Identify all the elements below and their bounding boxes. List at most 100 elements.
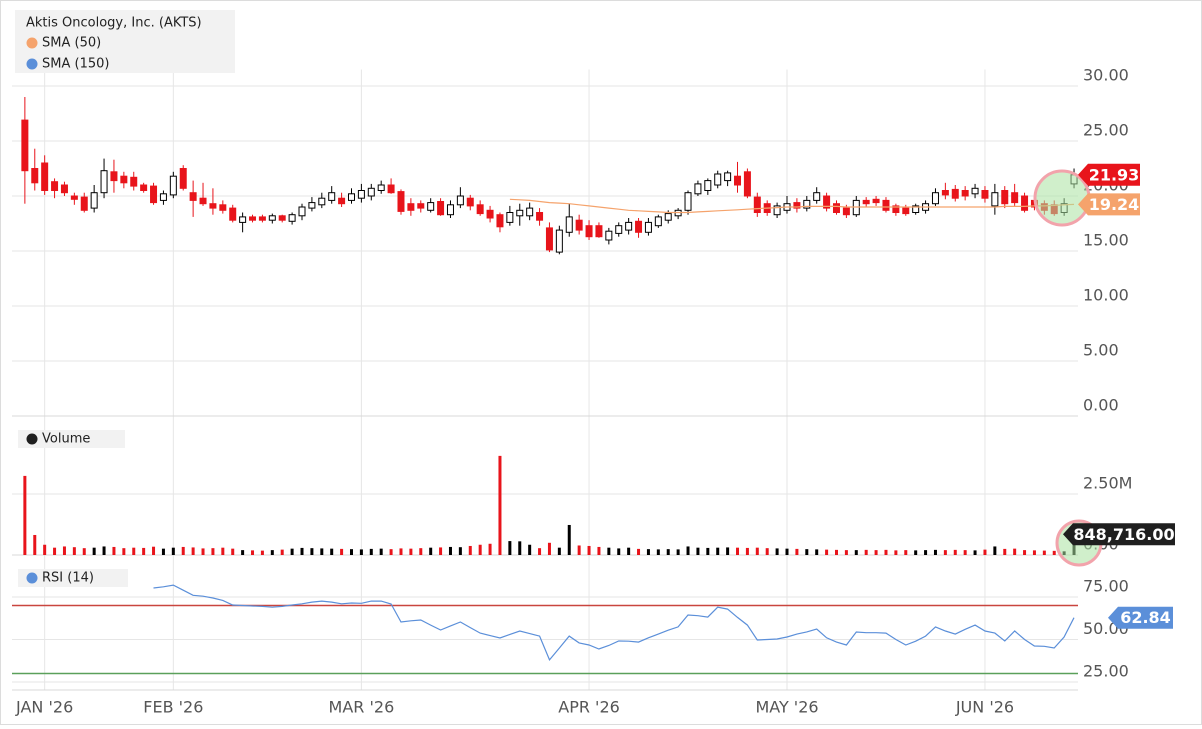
candle-body	[347, 193, 355, 201]
candle-body	[832, 203, 840, 213]
volume-bar	[795, 548, 799, 555]
candle-body	[961, 190, 969, 197]
volume-bar	[1032, 550, 1036, 555]
x-tick-label: JAN '26	[15, 698, 73, 717]
volume-bar	[726, 547, 730, 555]
candle-body	[219, 204, 227, 211]
value-badge	[1078, 163, 1140, 186]
volume-bar	[112, 546, 116, 555]
candle-body	[496, 214, 504, 228]
value-badge-label: 21.93	[1089, 165, 1140, 184]
volume-bar	[547, 542, 551, 555]
candle-body	[130, 176, 138, 187]
volume-bar	[716, 547, 720, 555]
candle-body	[456, 195, 464, 206]
y-tick-label: 10.00	[1083, 286, 1129, 305]
candle-body	[773, 205, 781, 216]
legend-box	[18, 569, 128, 587]
candle-body	[159, 193, 167, 201]
volume-bar	[736, 547, 740, 555]
volume-bar	[201, 548, 205, 555]
volume-bar	[577, 545, 581, 555]
candle-body	[743, 171, 751, 197]
volume-bar	[755, 547, 759, 555]
volume-bar	[676, 549, 680, 555]
volume-bar	[627, 547, 631, 555]
volume-bar	[656, 549, 660, 555]
candle-body	[466, 197, 474, 207]
candle-body	[209, 203, 217, 209]
candle-body	[70, 195, 78, 200]
volume-bar	[82, 548, 86, 555]
mark-layer	[12, 97, 1078, 675]
volume-bar	[805, 549, 809, 555]
volume-bar	[448, 546, 452, 555]
candle-body	[595, 225, 603, 238]
volume-bar	[241, 550, 245, 555]
candle-body	[654, 216, 662, 227]
volume-bar	[231, 548, 235, 555]
volume-bar	[1052, 550, 1056, 555]
candle-body	[367, 187, 375, 197]
candle-body	[734, 175, 742, 186]
candle-body	[427, 202, 435, 211]
candle-body	[239, 216, 247, 223]
candle-body	[41, 162, 49, 191]
candle-body	[110, 171, 118, 182]
volume-bar	[409, 548, 413, 555]
badge-layer: 21.93 19.24 848,716.00 62.84	[1063, 163, 1175, 629]
volume-bar	[538, 548, 542, 555]
candle-body	[288, 214, 296, 222]
candle-body	[100, 170, 108, 194]
volume-bar	[359, 549, 363, 555]
volume-bar	[914, 550, 918, 555]
value-badge-label: 848,716.00	[1073, 525, 1174, 544]
candle-body	[882, 199, 890, 211]
volume-bar	[924, 550, 928, 555]
candle-body	[397, 191, 405, 212]
volume-bar	[1023, 550, 1027, 555]
volume-bar	[399, 548, 403, 555]
volume-bar	[43, 544, 47, 555]
legend: Aktis Oncology, Inc. (AKTS) SMA (50) SMA …	[15, 10, 235, 587]
volume-bar	[696, 547, 700, 555]
volume-bar	[834, 549, 838, 555]
volume-bar	[330, 548, 334, 555]
candle-body	[476, 204, 484, 215]
volume-bar	[1013, 548, 1017, 555]
volume-bar	[617, 548, 621, 555]
candle-body	[179, 168, 187, 189]
volume-bar	[815, 549, 819, 555]
legend-label: SMA (150)	[42, 57, 109, 72]
volume-bar	[745, 547, 749, 555]
candle-body	[278, 215, 286, 221]
candle-body	[931, 192, 939, 205]
volume-bar	[122, 548, 126, 555]
volume-bar	[251, 550, 255, 555]
volume-bar	[854, 550, 858, 555]
volume-bar	[468, 545, 472, 555]
candle-body	[694, 183, 702, 195]
candle-body	[377, 184, 385, 191]
candle-body	[753, 196, 761, 214]
x-tick-label: FEB '26	[143, 698, 203, 717]
candle-body	[872, 198, 880, 204]
candle-body	[308, 202, 316, 209]
candle-body	[298, 206, 306, 217]
y-tick-label: 75.00	[1083, 577, 1129, 596]
value-badge	[1078, 193, 1140, 216]
candle-body	[407, 203, 415, 211]
candle-body	[338, 197, 346, 205]
legend-marker	[26, 37, 38, 49]
volume-bar	[152, 546, 156, 555]
candle-body	[387, 184, 395, 194]
candle-body	[575, 219, 583, 231]
volume-bar	[62, 546, 66, 555]
volume-bar	[300, 547, 304, 555]
y-tick-label: 25.00	[1083, 662, 1129, 681]
volume-bar	[646, 549, 650, 555]
candle-body	[823, 195, 831, 209]
volume-bar	[587, 545, 591, 555]
value-badge	[1108, 606, 1173, 629]
candle-body	[684, 192, 692, 211]
